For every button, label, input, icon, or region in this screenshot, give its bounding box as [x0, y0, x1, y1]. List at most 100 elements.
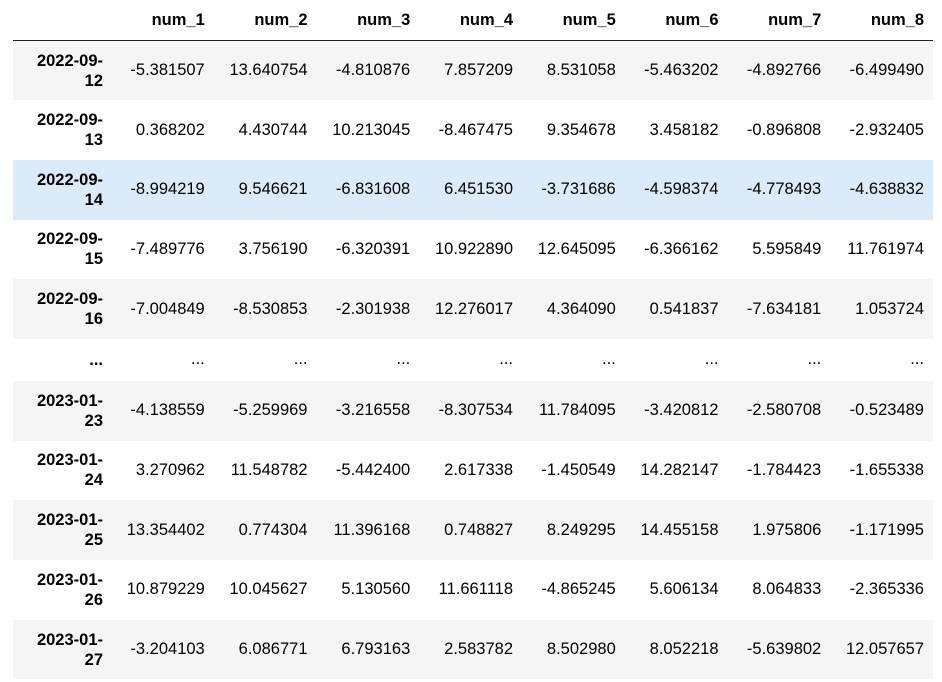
table-cell: 14.282147	[640, 460, 719, 479]
table-cell: 10.213045	[332, 120, 411, 139]
table-row: 2022-09- 12 -5.381507 13.640754 -4.810876 7.8…	[13, 40, 933, 101]
row-index-prefix: 2023-01-	[36, 451, 103, 470]
table-cell: 10.879229	[126, 580, 205, 599]
table-cell: 12.276017	[435, 299, 513, 318]
table-cell: -7.004849	[130, 299, 205, 318]
row-index-prefix: 2023-01-	[36, 391, 103, 410]
table-cell: ...	[293, 350, 308, 369]
table-cell: -8.307534	[438, 401, 513, 420]
table-cell: 6.086771	[238, 640, 308, 659]
row-index-day: 13	[84, 131, 103, 150]
table-cell: -4.138559	[130, 401, 205, 420]
column-header-num-8: num_8	[830, 0, 933, 41]
table-cell: 5.606134	[649, 580, 719, 599]
row-index-prefix: 2022-09-	[36, 230, 103, 249]
table-cell: ...	[704, 350, 719, 369]
table-cell: -7.489776	[130, 239, 205, 258]
table-cell: 8.064833	[752, 580, 822, 599]
table-cell: ...	[190, 350, 205, 369]
dataframe-table: num_1 num_2 num_3 num_4 num_5 num_6 num_7 num_8…	[13, 0, 933, 680]
table-cell: 13.640754	[229, 61, 308, 80]
table-cell: 0.368202	[135, 120, 205, 139]
row-index-day: 23	[84, 411, 103, 430]
table-cell: -1.450549	[541, 460, 616, 479]
table-cell: -1.171995	[849, 520, 924, 539]
table-cell: -5.463202	[644, 61, 719, 80]
table-cell: 10.922890	[435, 239, 513, 258]
table-cell: -5.639802	[746, 640, 822, 659]
table-cell: -2.301938	[335, 299, 411, 318]
table-cell: -1.655338	[849, 460, 924, 479]
table-cell: -3.731686	[541, 180, 616, 199]
row-index-day: 16	[84, 310, 103, 329]
row-index-prefix: 2023-01-	[36, 570, 103, 589]
table-cell: 5.130560	[341, 580, 411, 599]
table-cell: ...	[601, 350, 616, 369]
row-index-day: 15	[84, 250, 103, 269]
table-cell: 0.774304	[238, 520, 308, 539]
row-index: 2022-09- 13	[13, 100, 111, 160]
table-cell: 11.661118	[438, 580, 513, 599]
table-header: num_1 num_2 num_3 num_4 num_5 num_6 num_7 num_8	[13, 0, 933, 41]
row-index: 2022-09- 16	[13, 279, 111, 339]
table-cell: -2.580708	[746, 401, 822, 420]
row-index: 2022-09- 15	[13, 220, 111, 280]
row-index: 2022-09- 12	[13, 41, 111, 101]
row-index-day: 25	[84, 531, 103, 550]
table-row: 2023-01- 26 10.879229 10.045627 5.130560 11.6…	[13, 560, 933, 620]
table-cell: -5.259969	[233, 401, 308, 420]
table-cell: 11.784095	[538, 401, 616, 420]
column-header-num-2: num_2	[213, 0, 317, 41]
table-cell: -3.216558	[335, 401, 411, 420]
row-index-day: 12	[84, 71, 103, 90]
table-cell: 2.583782	[444, 640, 513, 659]
row-index-prefix: 2023-01-	[36, 630, 103, 649]
row-index-day: 27	[84, 650, 103, 669]
row-index: 2023-01- 27	[13, 620, 111, 680]
table-cell: 13.354402	[126, 520, 205, 539]
table-cell: -0.896808	[746, 120, 822, 139]
column-header-num-5: num_5	[522, 0, 625, 41]
header-row: num_1 num_2 num_3 num_4 num_5 num_6 num_7 num_8	[13, 0, 933, 41]
table-cell: -4.865245	[541, 580, 616, 599]
row-index: 2023-01- 24	[13, 441, 111, 501]
table-row: 2023-01- 23 -4.138559 -5.259969 -3.216558 -8.…	[13, 380, 933, 441]
table-row: 2022-09- 13 0.368202 4.430744 10.213045 -8.46…	[13, 100, 933, 160]
table-cell: -2.365336	[849, 580, 924, 599]
table-cell: -6.320391	[335, 239, 411, 258]
column-header-num-6: num_6	[624, 0, 728, 41]
table-cell: ...	[807, 350, 822, 369]
column-header-num-4: num_4	[419, 0, 522, 41]
table-cell: -6.499490	[849, 61, 924, 80]
row-index: 2022-09- 14	[13, 160, 111, 220]
table-row: 2023-01- 24 3.270962 11.548782 -5.442400 2.61…	[13, 440, 933, 501]
column-header-num-3: num_3	[316, 0, 420, 41]
table-row: 2022-09- 16 -7.004849 -8.530853 -2.301938 12.…	[13, 279, 933, 339]
table-cell: -6.366162	[644, 239, 719, 258]
table-cell: -5.442400	[335, 460, 411, 479]
table-cell: 3.270962	[135, 460, 205, 479]
table-cell: 9.546621	[238, 180, 308, 199]
table-cell: -7.634181	[746, 299, 822, 318]
table-cell: 9.354678	[546, 120, 616, 139]
table-cell: -8.994219	[130, 180, 205, 199]
table-cell: 6.451530	[444, 180, 513, 199]
table-cell: -4.810876	[335, 61, 411, 80]
row-index: 2023-01- 23	[13, 381, 111, 441]
table-cell: 3.458182	[649, 120, 719, 139]
table-cell: 2.617338	[444, 460, 513, 479]
table-cell: 5.595849	[752, 239, 822, 258]
table-cell: 8.249295	[546, 520, 616, 539]
table-cell: -1.784423	[746, 460, 822, 479]
table-cell: ...	[396, 350, 411, 369]
table-cell: 12.057657	[846, 640, 924, 659]
row-index-day: 14	[84, 190, 103, 209]
table-cell: -3.204103	[130, 640, 205, 659]
table-cell: 6.793163	[341, 640, 411, 659]
table-cell: 14.455158	[640, 520, 719, 539]
table-row: 2023-01- 27 -3.204103 6.086771 6.793163 2.583…	[13, 619, 933, 680]
table-cell: 12.645095	[537, 239, 616, 258]
table-row: 2023-01- 25 13.354402 0.774304 11.396168 0.74…	[13, 500, 933, 560]
row-index-prefix: 2022-09-	[36, 111, 103, 130]
